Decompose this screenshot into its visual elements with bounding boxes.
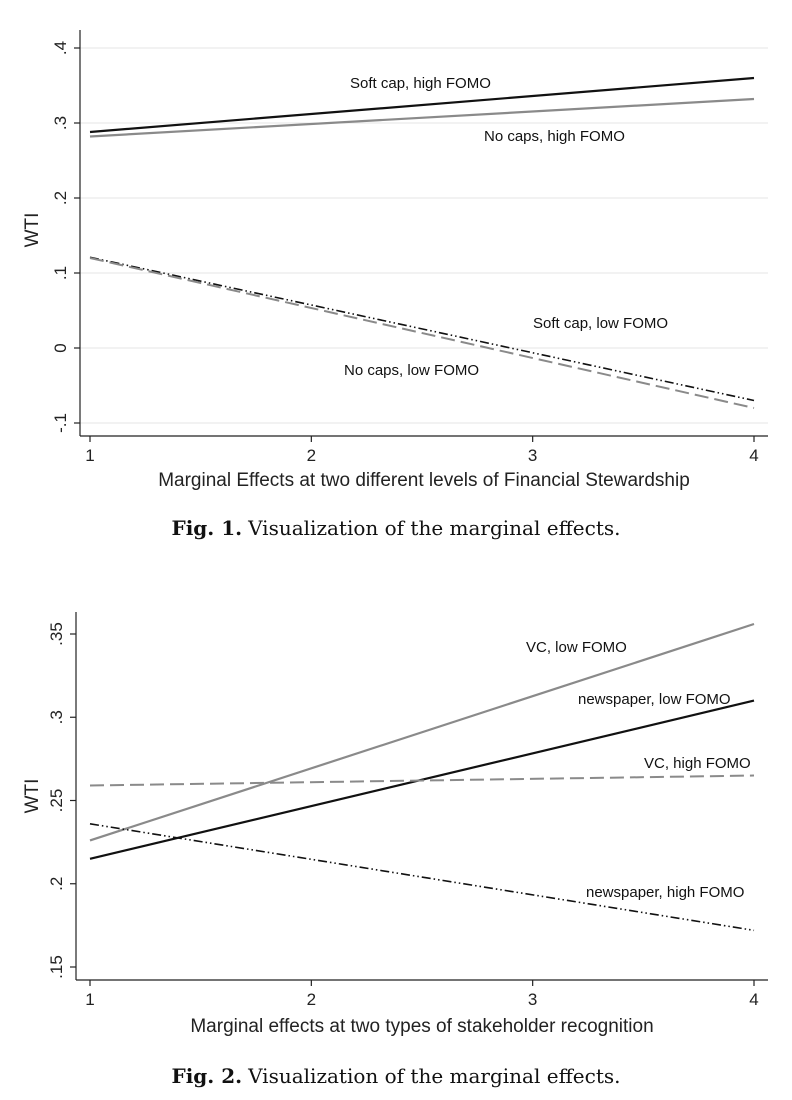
- chart2-y-tick-label: .3: [47, 710, 66, 724]
- chart1-x-axis-title: Marginal Effects at two different levels…: [158, 470, 690, 491]
- chart1-y-tick-label: .4: [51, 41, 70, 55]
- chart2-x-axis-title: Marginal effects at two types of stakeho…: [190, 1016, 653, 1037]
- chart2-series-newspaper-high-fomo: [89, 823, 755, 932]
- chart1-series-label-soft-cap-low-fomo: Soft cap, low FOMO: [533, 315, 668, 332]
- chart1-series-no-caps-low-fomo: [89, 257, 755, 409]
- chart1-y-tick-label: -.1: [51, 413, 70, 433]
- chart2-y-tick-label: .15: [47, 955, 66, 979]
- figure-1-label: Fig. 1.: [171, 516, 243, 540]
- chart2-series-label-newspaper-high-fomo: newspaper, high FOMO: [586, 884, 744, 901]
- chart2-series-vc-high-fomo: [89, 774, 755, 787]
- figure-1-caption: Fig. 1. Visualization of the marginal eff…: [0, 516, 792, 540]
- figure-2-caption: Fig. 2. Visualization of the marginal eff…: [0, 1064, 792, 1088]
- chart1-x-tick-label: 3: [528, 446, 537, 465]
- chart-stakeholder-recognition: .15 .2 .25 .3 .35 1 2 3 4 Marginal effects at two…: [22, 612, 768, 1037]
- chart1-series-label-soft-cap-high-fomo: Soft cap, high FOMO: [350, 75, 491, 92]
- chart2-x-tick-label: 3: [528, 990, 537, 1009]
- chart2-y-tick-label: .2: [47, 877, 66, 891]
- figure-2-caption-text: Visualization of the marginal effects.: [248, 1064, 621, 1088]
- chart1-series-soft-cap-low-fomo: [89, 256, 755, 402]
- chart1-series-label-no-caps-low-fomo: No caps, low FOMO: [344, 362, 479, 379]
- chart1-y-tick-label: .2: [51, 191, 70, 205]
- chart2-x-tick-label: 4: [749, 990, 758, 1009]
- chart1-x-tick-label: 4: [749, 446, 758, 465]
- chart2-y-tick-label: .25: [47, 789, 66, 813]
- chart2-series-label-vc-high-fomo: VC, high FOMO: [644, 755, 751, 772]
- chart2-y-tick-label: .35: [47, 622, 66, 646]
- chart2-y-axis-title: WTI: [22, 779, 43, 814]
- chart1-series-no-caps-high-fomo: [89, 97, 755, 138]
- chart-financial-stewardship: -.1 0 .1 .2 .3 .4 1 2 3 4 Marginal Effects at two …: [22, 30, 768, 491]
- chart2-x-tick-label: 2: [307, 990, 316, 1009]
- chart1-series-label-no-caps-high-fomo: No caps, high FOMO: [484, 128, 625, 145]
- chart1-y-tick-label: .1: [51, 266, 70, 280]
- chart1-y-tick-label: 0: [51, 343, 70, 352]
- chart1-x-tick-label: 1: [85, 446, 94, 465]
- chart2-x-tick-label: 1: [85, 990, 94, 1009]
- figure-2-label: Fig. 2.: [171, 1064, 243, 1088]
- chart2-series-label-vc-low-fomo: VC, low FOMO: [526, 639, 627, 656]
- chart1-x-tick-label: 2: [307, 446, 316, 465]
- chart1-y-axis-title: WTI: [22, 213, 43, 248]
- chart2-series-vc-low-fomo: [89, 622, 755, 842]
- chart2-series-label-newspaper-low-fomo: newspaper, low FOMO: [578, 691, 731, 708]
- chart1-y-tick-label: .3: [51, 116, 70, 130]
- figure-1-caption-text: Visualization of the marginal effects.: [248, 516, 621, 540]
- chart1-series-soft-cap-high-fomo: [89, 76, 755, 134]
